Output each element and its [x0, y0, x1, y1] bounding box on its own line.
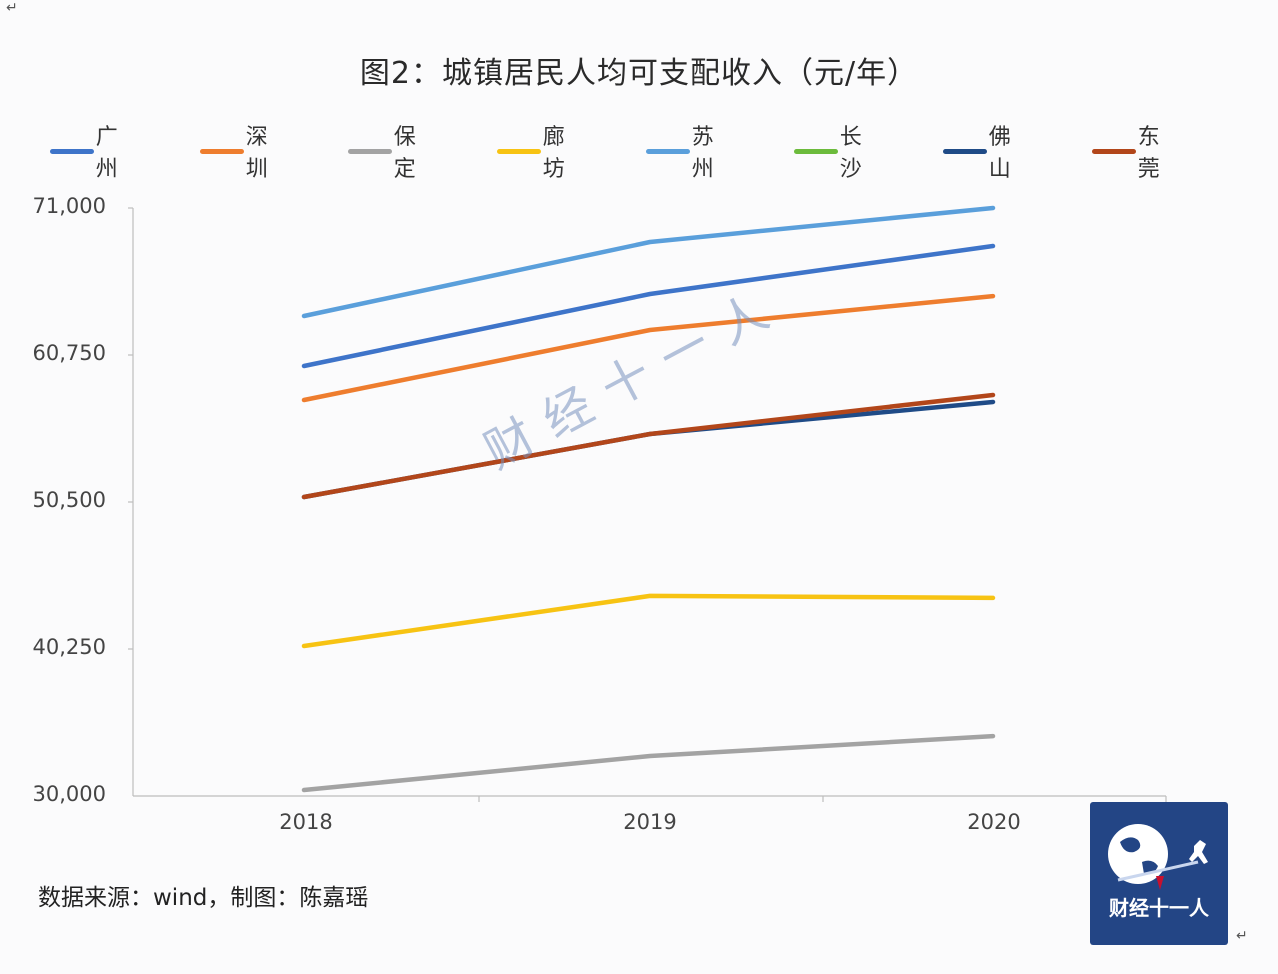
legend-item-dongguan: 东莞 — [1092, 125, 1172, 182]
legend-label: 东莞 — [1137, 125, 1160, 182]
legend-swatch — [646, 148, 690, 154]
legend-item-shenzhen: 深圳 — [200, 125, 280, 182]
paragraph-mark-icon: ↵ — [6, 0, 18, 16]
series-line — [301, 733, 996, 793]
paragraph-mark-icon: ↵ — [1236, 928, 1248, 944]
x-tick-label: 2020 — [967, 810, 1021, 834]
legend-item-guangzhou: 广州 — [50, 125, 130, 182]
legend-swatch — [794, 148, 838, 154]
x-tick-label: 2019 — [623, 810, 677, 834]
y-tick-label: 60,750 — [32, 341, 106, 365]
legend-item-foshan: 佛山 — [943, 125, 1023, 182]
legend-swatch — [943, 148, 987, 154]
legend-item-changsha: 长沙 — [794, 125, 874, 182]
source-note: 数据来源：wind，制图：陈嘉瑶 — [38, 885, 369, 911]
series-lines — [301, 205, 996, 793]
series-line — [301, 205, 996, 319]
series-line — [301, 243, 996, 369]
series-line — [301, 293, 996, 403]
brand-logo: 财经十一人 — [1090, 802, 1228, 945]
y-tick-label: 71,000 — [32, 194, 106, 218]
legend-label: 佛山 — [988, 125, 1011, 182]
legend-item-langfang: 廊坊 — [497, 125, 577, 182]
legend-label: 广州 — [95, 125, 118, 182]
series-line — [301, 399, 996, 500]
y-tick-label: 50,500 — [32, 488, 106, 512]
legend-swatch — [497, 148, 541, 154]
legend-label: 长沙 — [839, 125, 862, 182]
y-tick-label: 40,250 — [32, 635, 106, 659]
legend-label: 保定 — [393, 125, 416, 182]
legend-label: 深圳 — [245, 125, 268, 182]
axes — [128, 207, 1167, 802]
globe-icon — [1108, 824, 1208, 890]
chart-title: 图2：城镇居民人均可支配收入（元/年） — [359, 56, 919, 91]
series-line — [301, 392, 996, 500]
y-tick-label: 30,000 — [32, 782, 106, 806]
legend-swatch — [50, 148, 94, 154]
series-line — [301, 593, 996, 649]
legend-label: 苏州 — [691, 125, 714, 182]
legend-swatch — [348, 148, 392, 154]
legend-item-suzhou: 苏州 — [646, 125, 726, 182]
x-tick-label: 2018 — [279, 810, 333, 834]
legend-item-baoding: 保定 — [348, 125, 428, 182]
legend-label: 廊坊 — [542, 125, 565, 182]
logo-text: 财经十一人 — [1109, 896, 1209, 920]
legend-swatch — [200, 148, 244, 154]
legend-swatch — [1092, 148, 1136, 154]
